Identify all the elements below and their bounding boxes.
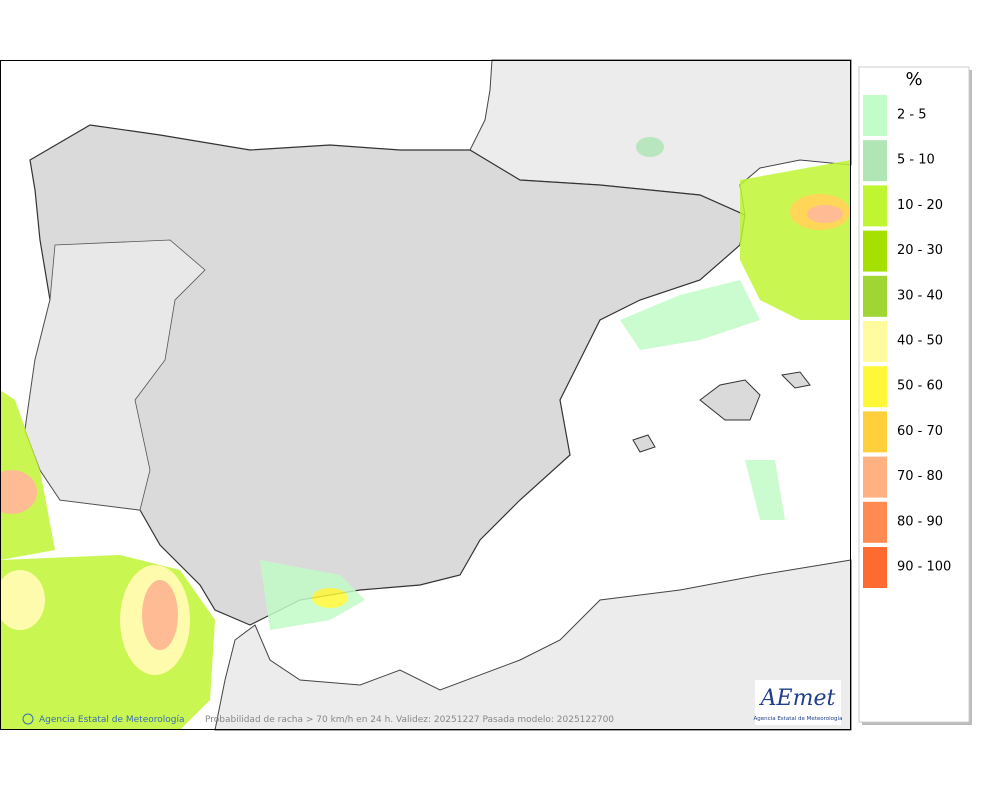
probability-areas: [0, 137, 851, 730]
legend-label: 2 - 5: [897, 108, 927, 123]
legend-swatch: [863, 547, 887, 588]
legend-label: 90 - 100: [897, 560, 951, 575]
legend-label: 5 - 10: [897, 153, 935, 168]
caption: Probabilidad de racha > 70 km/h en 24 h.…: [205, 715, 614, 725]
copyright-icon: [22, 713, 34, 725]
legend-swatch: [863, 275, 887, 317]
credit: Agencia Estatal de Meteorología: [39, 715, 185, 725]
legend-swatch: [863, 411, 887, 453]
menorca: [780, 371, 811, 389]
legend: % 2 - 5 5 - 10 10 - 20 20 - 30 30 - 40 40 - 5…: [858, 66, 972, 725]
map: Agencia Estatal de Meteorología Probabil…: [0, 59, 852, 731]
africa: [214, 559, 852, 731]
portugal: [24, 239, 206, 511]
legend-label: 60 - 70: [897, 424, 943, 439]
logo-subtitle: Agencia Estatal de Meteorología: [754, 715, 843, 722]
legend-swatch: [863, 95, 887, 136]
legend-label: 40 - 50: [897, 334, 943, 349]
logo-box: [755, 680, 841, 725]
legend-swatch: [863, 140, 887, 182]
legend-swatch: [863, 501, 887, 543]
map-frame: [0, 60, 851, 730]
mallorca: [699, 379, 761, 421]
legend-swatch: [863, 185, 887, 227]
legend-swatch: [863, 230, 887, 272]
ibiza: [632, 434, 656, 453]
legend-label: 10 - 20: [897, 198, 943, 213]
legend-label: 50 - 60: [897, 379, 943, 394]
legend-label: 70 - 80: [897, 469, 943, 484]
legend-swatch: [863, 321, 887, 362]
legend-label: 80 - 90: [897, 514, 943, 529]
legend-label: 30 - 40: [897, 288, 943, 303]
logo: AEmet: [759, 686, 836, 711]
legend-label: 20 - 30: [897, 243, 943, 258]
legend-title: %: [905, 69, 922, 90]
legend-swatch: [863, 366, 887, 408]
legend-swatch: [863, 456, 887, 498]
